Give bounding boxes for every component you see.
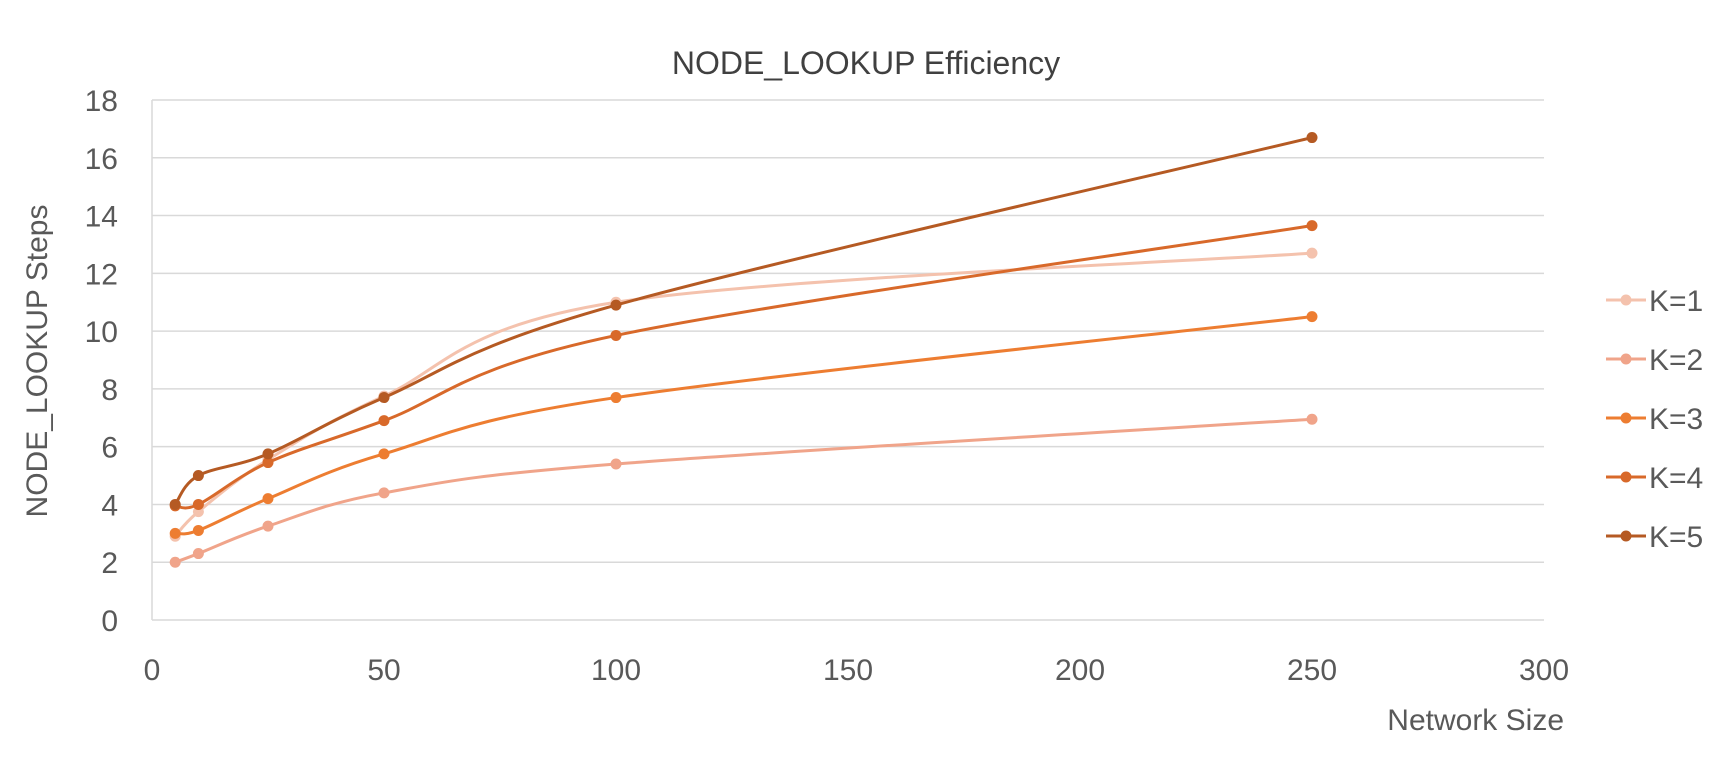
y-tick-label: 2: [101, 547, 118, 580]
legend-label: K=1: [1649, 285, 1703, 318]
legend-swatch-marker: [1620, 530, 1632, 542]
legend-label: K=3: [1649, 403, 1703, 436]
legend-swatch-marker: [1620, 353, 1632, 365]
y-tick-label: 4: [101, 489, 118, 522]
series-k-3: [169, 311, 1318, 539]
data-point: [262, 448, 274, 460]
y-axis-ticks: 0 2 4 6 8 10 12 14 16 18: [85, 85, 118, 638]
y-tick-label: 0: [101, 605, 118, 638]
legend-swatch-marker: [1620, 294, 1632, 306]
legend-item: K=5: [1606, 521, 1703, 554]
y-axis-title: NODE_LOOKUP Steps: [21, 205, 54, 518]
y-tick-label: 16: [85, 143, 118, 176]
legend-item: K=2: [1606, 344, 1703, 377]
x-tick-label: 300: [1519, 654, 1569, 687]
y-tick-label: 14: [85, 201, 118, 234]
data-point: [1306, 220, 1318, 232]
series-k-2: [169, 413, 1318, 568]
legend-swatch-marker: [1620, 471, 1632, 483]
legend-swatch-marker: [1620, 412, 1632, 424]
data-point: [192, 470, 204, 482]
data-point: [262, 457, 274, 469]
data-point: [378, 487, 390, 499]
y-tick-label: 12: [85, 258, 118, 291]
y-tick-label: 18: [85, 85, 118, 118]
series-line: [174, 417, 1313, 564]
y-tick-label: 8: [101, 374, 118, 407]
data-point: [192, 524, 204, 536]
data-point: [378, 448, 390, 460]
x-tick-label: 100: [591, 654, 641, 687]
data-point: [610, 299, 622, 311]
data-point: [1306, 247, 1318, 259]
series-line: [175, 224, 1313, 510]
data-point: [169, 498, 181, 510]
data-point: [1306, 413, 1318, 425]
data-point: [169, 556, 181, 568]
series-line: [174, 251, 1313, 538]
y-tick-label: 6: [101, 432, 118, 465]
data-point: [610, 458, 622, 470]
x-tick-label: 50: [367, 654, 400, 687]
legend-item: K=3: [1606, 403, 1703, 436]
data-point: [262, 493, 274, 505]
x-tick-label: 0: [144, 654, 161, 687]
data-point: [192, 498, 204, 510]
data-point: [378, 415, 390, 427]
x-tick-label: 200: [1055, 654, 1105, 687]
legend-label: K=5: [1649, 521, 1703, 554]
legend-item: K=1: [1606, 285, 1703, 318]
series-line: [173, 136, 1313, 506]
data-point: [378, 392, 390, 404]
legend-item: K=4: [1606, 462, 1703, 495]
legend: K=1 K=2 K=3 K=4 K=5: [1606, 285, 1703, 554]
data-point: [169, 527, 181, 539]
legend-label: K=4: [1649, 462, 1703, 495]
legend-label: K=2: [1649, 344, 1703, 377]
data-point: [192, 548, 204, 560]
gridlines: [151, 99, 1544, 621]
data-point: [1306, 311, 1318, 323]
series-k-1: [169, 247, 1318, 542]
data-point: [1306, 132, 1318, 144]
data-point: [610, 329, 622, 341]
data-point: [262, 520, 274, 532]
series-k-4: [169, 220, 1318, 512]
x-tick-label: 150: [823, 654, 873, 687]
x-tick-label: 250: [1287, 654, 1337, 687]
y-tick-label: 10: [85, 316, 118, 349]
series-line: [175, 315, 1313, 536]
x-axis-title: Network Size: [1387, 704, 1564, 737]
series-group: [169, 132, 1318, 568]
x-axis-ticks: 0 50 100 150 200 250 300: [144, 654, 1569, 687]
data-point: [610, 392, 622, 404]
series-k-5: [169, 132, 1318, 510]
chart-title: NODE_LOOKUP Efficiency: [672, 45, 1060, 81]
